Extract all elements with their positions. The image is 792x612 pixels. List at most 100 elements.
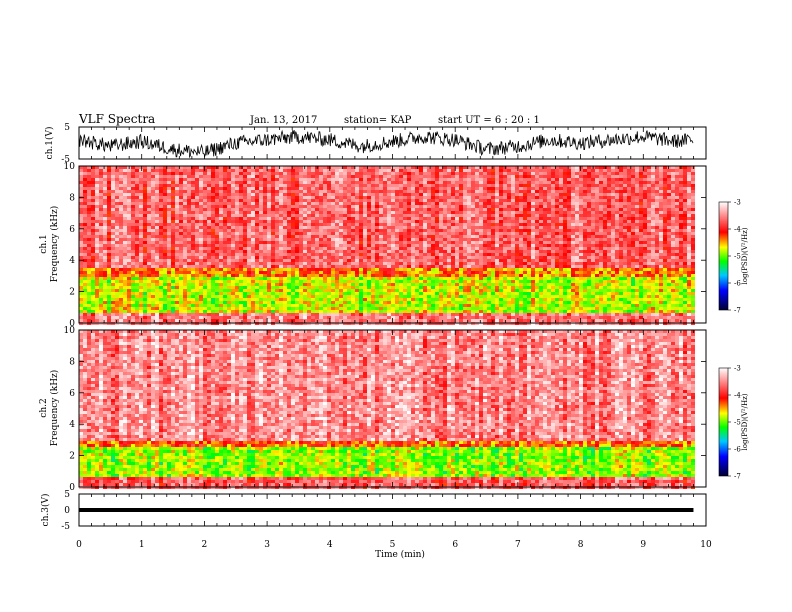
- spectrogram-cell: [107, 196, 111, 199]
- spectrogram-cell: [439, 205, 443, 208]
- spectrogram-cell: [115, 283, 119, 286]
- spectrogram-cell: [79, 214, 83, 217]
- spectrogram-cell: [271, 172, 275, 175]
- spectrogram-cell: [395, 187, 399, 190]
- spectrogram-cell: [167, 256, 171, 259]
- spectrogram-cell: [347, 244, 351, 247]
- spectrogram-cell: [111, 262, 115, 265]
- spectrogram-cell: [351, 229, 355, 232]
- spectrogram-cell: [263, 178, 267, 181]
- spectrogram-cell: [375, 196, 379, 199]
- spectrogram-cell: [103, 298, 107, 301]
- spectrogram-cell: [183, 226, 187, 229]
- spectrogram-cell: [443, 232, 447, 235]
- spectrogram-cell: [275, 244, 279, 247]
- spectrogram-cell: [223, 232, 227, 235]
- spectrogram-cell: [351, 220, 355, 223]
- spectrogram-cell: [347, 196, 351, 199]
- spectrogram-cell: [399, 205, 403, 208]
- spectrogram-cell: [395, 232, 399, 235]
- spectrogram-cell: [83, 193, 87, 196]
- spectrogram-cell: [395, 250, 399, 253]
- spectrogram-cell: [279, 274, 283, 277]
- spectrogram-cell: [363, 301, 367, 304]
- spectrogram-cell: [215, 232, 219, 235]
- spectrogram-cell: [171, 181, 175, 184]
- spectrogram-cell: [103, 190, 107, 193]
- spectrogram-cell: [435, 280, 439, 283]
- spectrogram-cell: [275, 247, 279, 250]
- spectrogram-cell: [303, 226, 307, 229]
- spectrogram-cell: [319, 202, 323, 205]
- spectrogram-cell: [319, 184, 323, 187]
- spectrogram-cell: [211, 298, 215, 301]
- spectrogram-cell: [431, 223, 435, 226]
- spectrogram-cell: [427, 193, 431, 196]
- spectrogram-cell: [91, 289, 95, 292]
- spectrogram-cell: [239, 316, 243, 319]
- spectrogram-cell: [275, 313, 279, 316]
- spectrogram-cell: [119, 229, 123, 232]
- spectrogram-cell: [183, 220, 187, 223]
- spectrogram-cell: [443, 220, 447, 223]
- spectrogram-cell: [423, 226, 427, 229]
- spectrogram-cell: [175, 274, 179, 277]
- spectrogram-cell: [331, 211, 335, 214]
- spectrogram-cell: [191, 310, 195, 313]
- spectrogram-cell: [163, 202, 167, 205]
- spectrogram-cell: [363, 193, 367, 196]
- spectrogram-cell: [103, 295, 107, 298]
- spectrogram-cell: [343, 187, 347, 190]
- spectrogram-cell: [287, 283, 291, 286]
- spectrogram-cell: [335, 289, 339, 292]
- spectrogram-cell: [83, 265, 87, 268]
- spectrogram-cell: [387, 229, 391, 232]
- spectrogram-cell: [383, 298, 387, 301]
- spectrogram-cell: [171, 244, 175, 247]
- spectrogram-cell: [315, 295, 319, 298]
- spectrogram-cell: [427, 316, 431, 319]
- spectrogram-cell: [143, 178, 147, 181]
- spectrogram-cell: [247, 181, 251, 184]
- spectrogram-cell: [223, 280, 227, 283]
- spectrogram-cell: [391, 310, 395, 313]
- spectrogram-cell: [147, 247, 151, 250]
- spectrogram-cell: [331, 187, 335, 190]
- spectrogram-cell: [235, 196, 239, 199]
- spectrogram-cell: [159, 307, 163, 310]
- spectrogram-cell: [439, 223, 443, 226]
- spectrogram-cell: [415, 178, 419, 181]
- spectrogram-cell: [95, 193, 99, 196]
- spectrogram-cell: [95, 310, 99, 313]
- spectrogram-cell: [119, 208, 123, 211]
- spectrogram-cell: [167, 190, 171, 193]
- spectrogram-cell: [427, 253, 431, 256]
- spectrogram-cell: [99, 319, 103, 322]
- spectrogram-cell: [143, 229, 147, 232]
- spectrogram-cell: [359, 271, 363, 274]
- spectrogram-cell: [231, 190, 235, 193]
- spectrogram-cell: [87, 208, 91, 211]
- spectrogram-cell: [379, 193, 383, 196]
- spectrogram-cell: [235, 169, 239, 172]
- spectrogram-cell: [83, 259, 87, 262]
- spectrogram-cell: [79, 166, 83, 169]
- spectrogram-cell: [283, 268, 287, 271]
- spectrogram-cell: [255, 247, 259, 250]
- spectrogram-cell: [115, 223, 119, 226]
- spectrogram-cell: [107, 253, 111, 256]
- spectrogram-cell: [343, 175, 347, 178]
- spectrogram-cell: [311, 274, 315, 277]
- spectrogram-cell: [351, 259, 355, 262]
- spectrogram-cell: [303, 217, 307, 220]
- spectrogram-cell: [183, 304, 187, 307]
- spectrogram-cell: [91, 169, 95, 172]
- spectrogram-cell: [95, 274, 99, 277]
- spectrogram-cell: [107, 181, 111, 184]
- spectrogram-cell: [235, 289, 239, 292]
- spectrogram-cell: [355, 310, 359, 313]
- spectrogram-cell: [95, 205, 99, 208]
- spectrogram-cell: [147, 232, 151, 235]
- spectrogram-cell: [263, 232, 267, 235]
- spectrogram-cell: [227, 298, 231, 301]
